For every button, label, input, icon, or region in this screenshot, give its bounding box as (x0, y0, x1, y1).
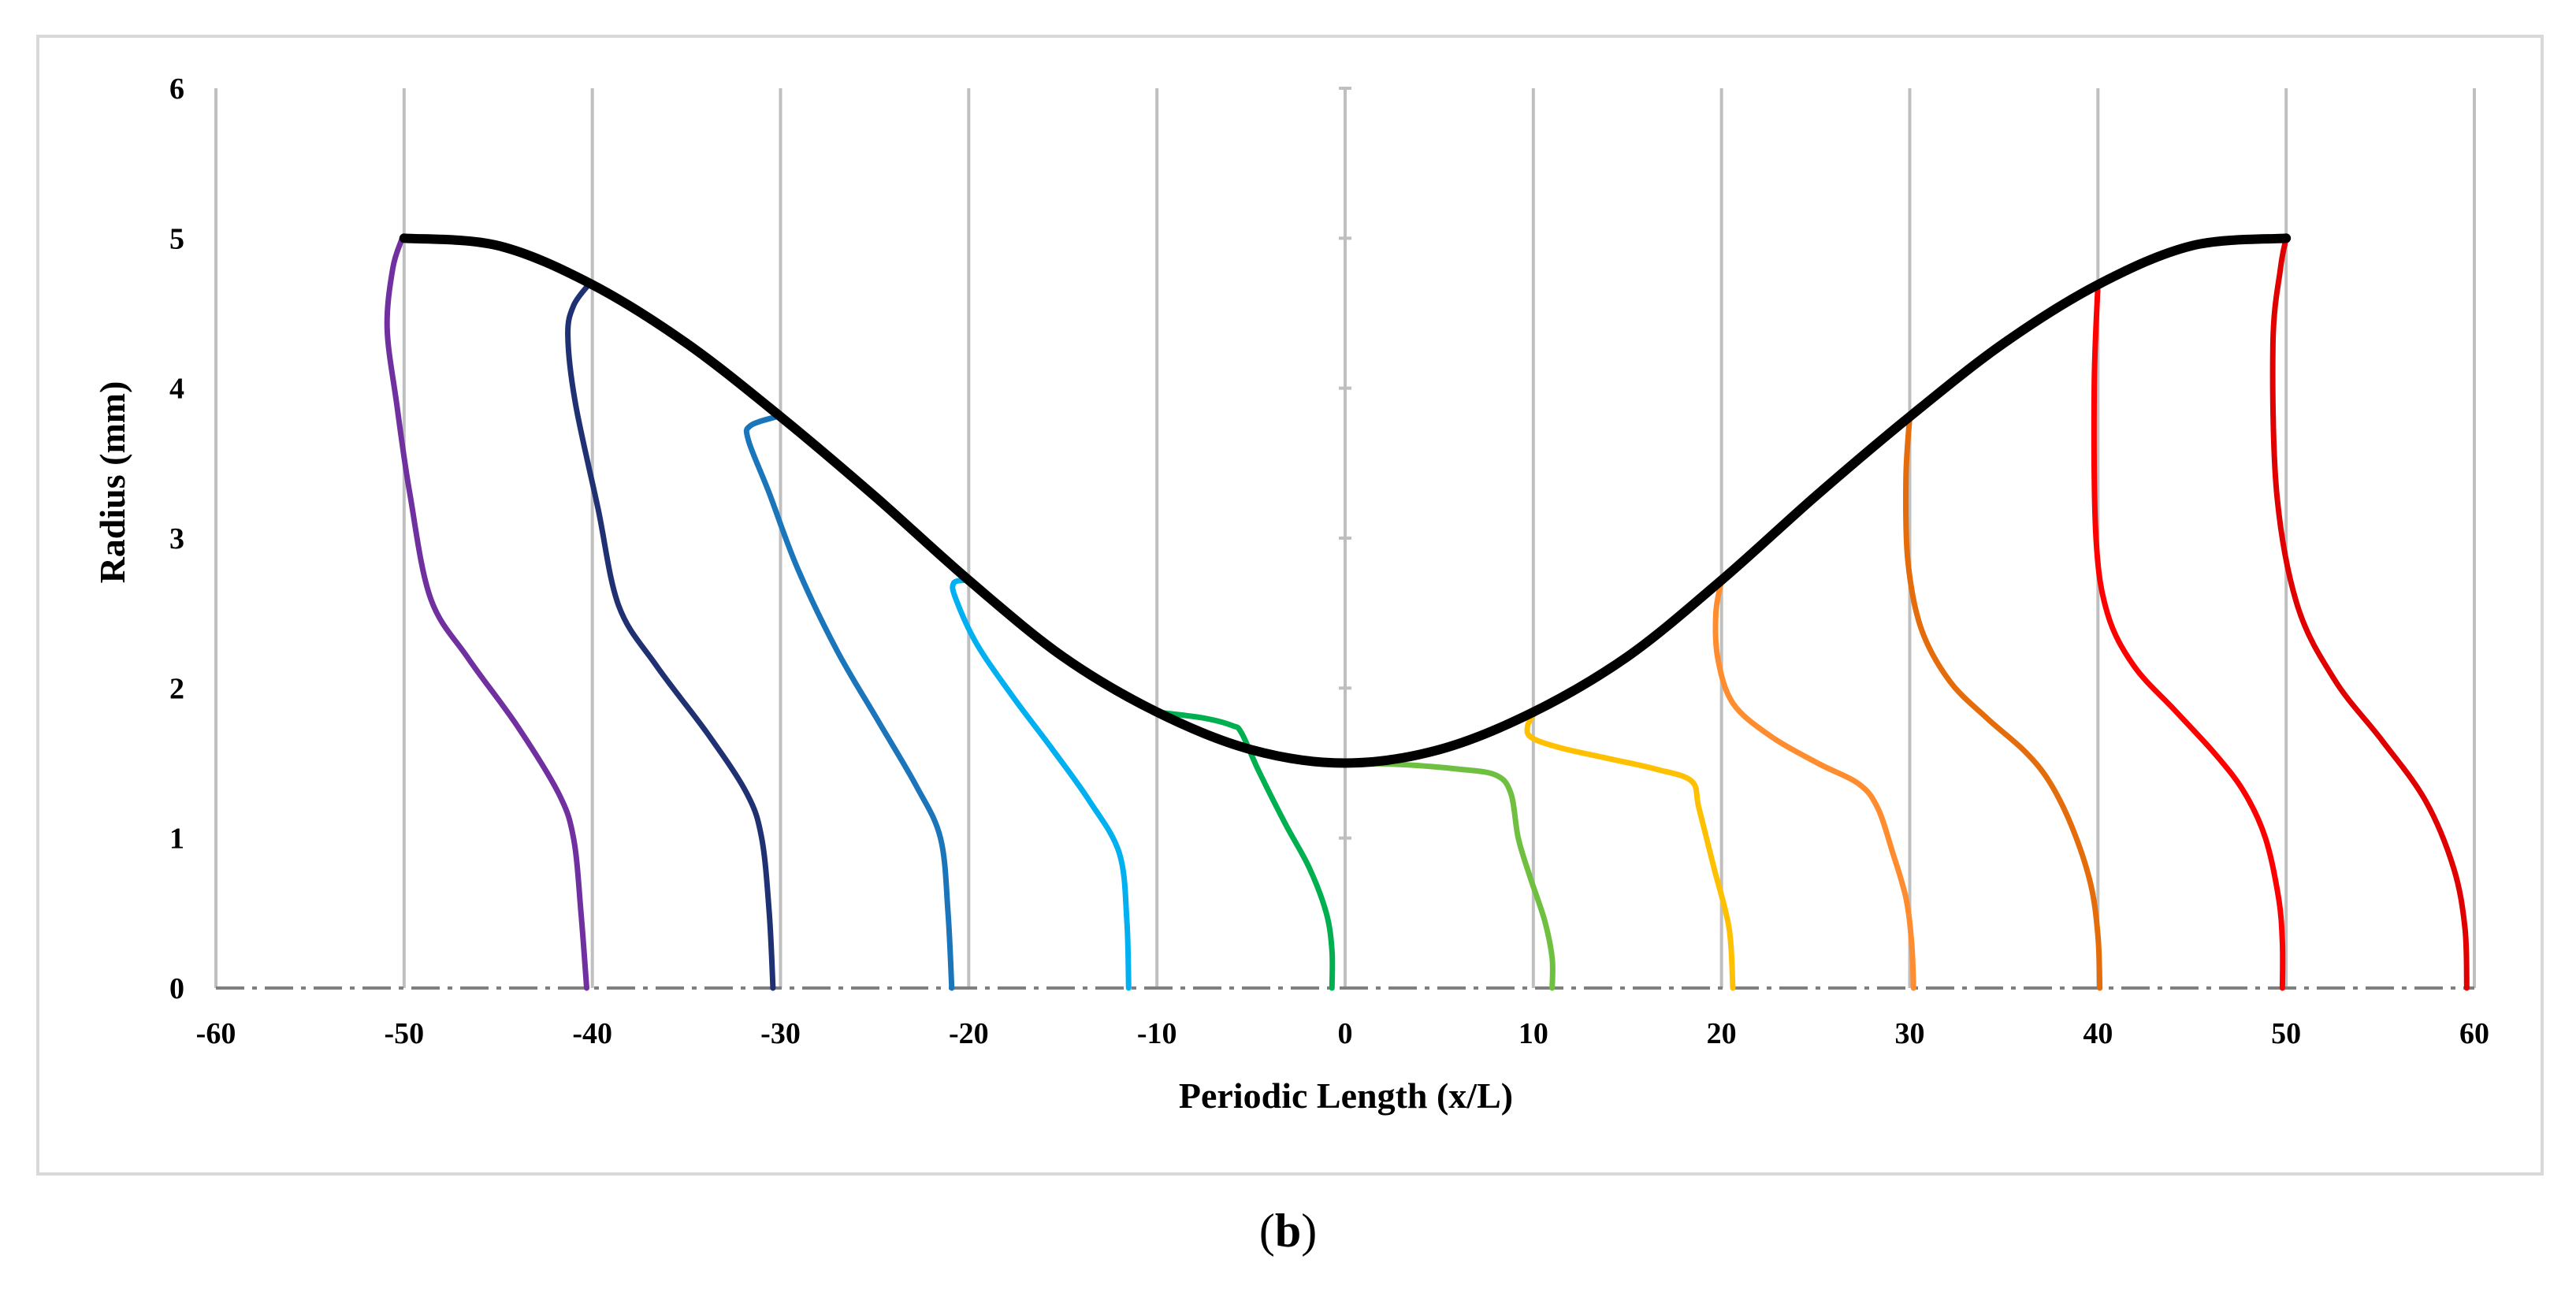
series-line-profile-x-0 (1342, 760, 1556, 991)
series-line-wall (399, 233, 2292, 768)
x-tick-label-60: 60 (2459, 1017, 2489, 1050)
y-tick-label-1: 1 (169, 823, 184, 856)
y-tick-label-6: 6 (169, 72, 184, 106)
x-tick-label--30: -30 (760, 1017, 801, 1050)
caption-open-paren: ( (1258, 1205, 1275, 1257)
y-tick-label-2: 2 (169, 672, 184, 705)
caption-letter: b (1274, 1205, 1302, 1257)
chart-svg: -60 -50 -40 -30 -20 -10 0 10 20 30 40 50 60 0123456 … (92, 72, 2489, 1116)
y-axis-title: Radius (mm) (92, 381, 132, 584)
series-line-profile-x-30 (1902, 414, 2103, 991)
x-axis-title: Periodic Length (x/L) (1179, 1075, 1513, 1116)
x-tick-label--20: -20 (949, 1017, 989, 1050)
x-tick-label--10: -10 (1137, 1017, 1177, 1050)
y-tick-labels: 0 1 2 3 4 5 6 (169, 72, 184, 1005)
caption-close-paren: ) (1301, 1205, 1318, 1257)
x-tick-label--40: -40 (572, 1017, 612, 1050)
figure-caption: (b) (0, 1204, 2576, 1258)
series-line-profile-x-30 (743, 414, 955, 991)
series-line-profile-x-10 (1524, 709, 1736, 991)
y-tick-label-4: 4 (169, 373, 184, 406)
x-tick-label-50: 50 (2271, 1017, 2301, 1050)
x-tick-label--60: -60 (196, 1017, 236, 1050)
series-line-profile-x-50 (2269, 235, 2470, 991)
y-tick-label-3: 3 (169, 522, 184, 555)
y-tick-label-5: 5 (169, 222, 184, 255)
series-line-profile-x-50 (384, 235, 589, 991)
series-line-profile-x-40 (565, 281, 776, 991)
x-tick-label-40: 40 (2083, 1017, 2113, 1050)
series-line-profile-x-40 (2091, 281, 2286, 991)
x-tick-labels: -60 -50 -40 -30 -20 -10 0 10 20 30 40 50 60 (196, 1017, 2489, 1050)
x-tick-label-0: 0 (1338, 1017, 1353, 1050)
series-group (384, 233, 2470, 991)
series-line-profile-x-10 (1154, 709, 1336, 991)
x-tick-label--50: -50 (385, 1017, 425, 1050)
series-line-profile-x-20 (950, 577, 1132, 991)
x-tick-label-20: 20 (1707, 1017, 1737, 1050)
x-tick-label-30: 30 (1895, 1017, 1925, 1050)
gridlines (214, 87, 2476, 988)
x-tick-label-10: 10 (1518, 1017, 1548, 1050)
y-tick-label-0: 0 (169, 972, 184, 1005)
series-line-profile-x-20 (1712, 577, 1916, 991)
